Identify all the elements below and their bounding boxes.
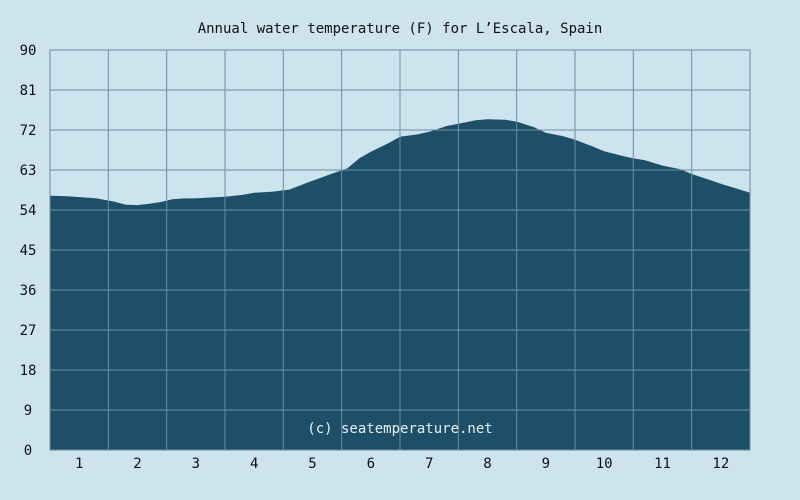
x-tick-label: 4: [250, 456, 258, 472]
y-tick-label: 36: [20, 283, 37, 299]
y-tick-label: 54: [20, 203, 37, 219]
y-tick-label: 45: [20, 243, 37, 259]
x-tick-label: 2: [133, 456, 141, 472]
x-tick-label: 12: [712, 456, 729, 472]
x-tick-label: 3: [192, 456, 200, 472]
chart-title: Annual water temperature (F) for L’Escal…: [198, 21, 603, 37]
y-tick-label: 90: [20, 43, 37, 59]
y-tick-label: 63: [20, 163, 37, 179]
x-tick-label: 11: [654, 456, 671, 472]
plot-frame: [49, 49, 751, 451]
x-tick-label: 6: [367, 456, 375, 472]
y-tick-label: 0: [24, 443, 32, 459]
x-tick-label: 10: [596, 456, 613, 472]
x-tick-label: 7: [425, 456, 433, 472]
copyright-annotation: (c) seatemperature.net: [307, 421, 492, 437]
x-tick-label: 5: [308, 456, 316, 472]
y-tick-label: 72: [20, 123, 37, 139]
y-tick-label: 9: [24, 403, 32, 419]
x-tick-label: 8: [483, 456, 491, 472]
y-tick-label: 81: [20, 83, 37, 99]
y-tick-label: 18: [20, 363, 37, 379]
x-tick-label: 9: [542, 456, 550, 472]
x-tick-label: 1: [75, 456, 83, 472]
y-tick-label: 27: [20, 323, 37, 339]
